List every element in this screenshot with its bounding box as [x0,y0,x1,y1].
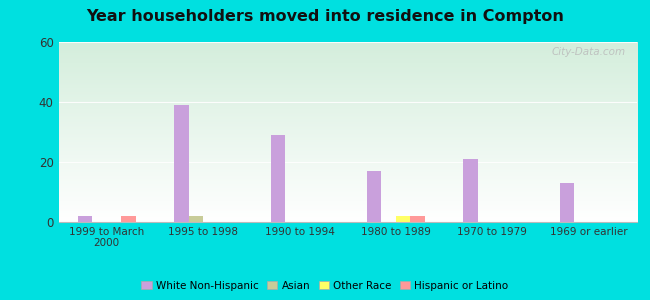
Bar [396,216,410,222]
Bar [121,216,136,222]
Bar [367,171,382,222]
Text: City-Data.com: City-Data.com [551,47,625,57]
Bar [463,159,478,222]
Legend: White Non-Hispanic, Asian, Other Race, Hispanic or Latino: White Non-Hispanic, Asian, Other Race, H… [137,277,513,295]
Bar [188,216,203,222]
Bar [174,105,188,222]
Bar [410,216,425,222]
Text: Year householders moved into residence in Compton: Year householders moved into residence i… [86,9,564,24]
Bar [78,216,92,222]
Bar [560,183,575,222]
Bar [270,135,285,222]
